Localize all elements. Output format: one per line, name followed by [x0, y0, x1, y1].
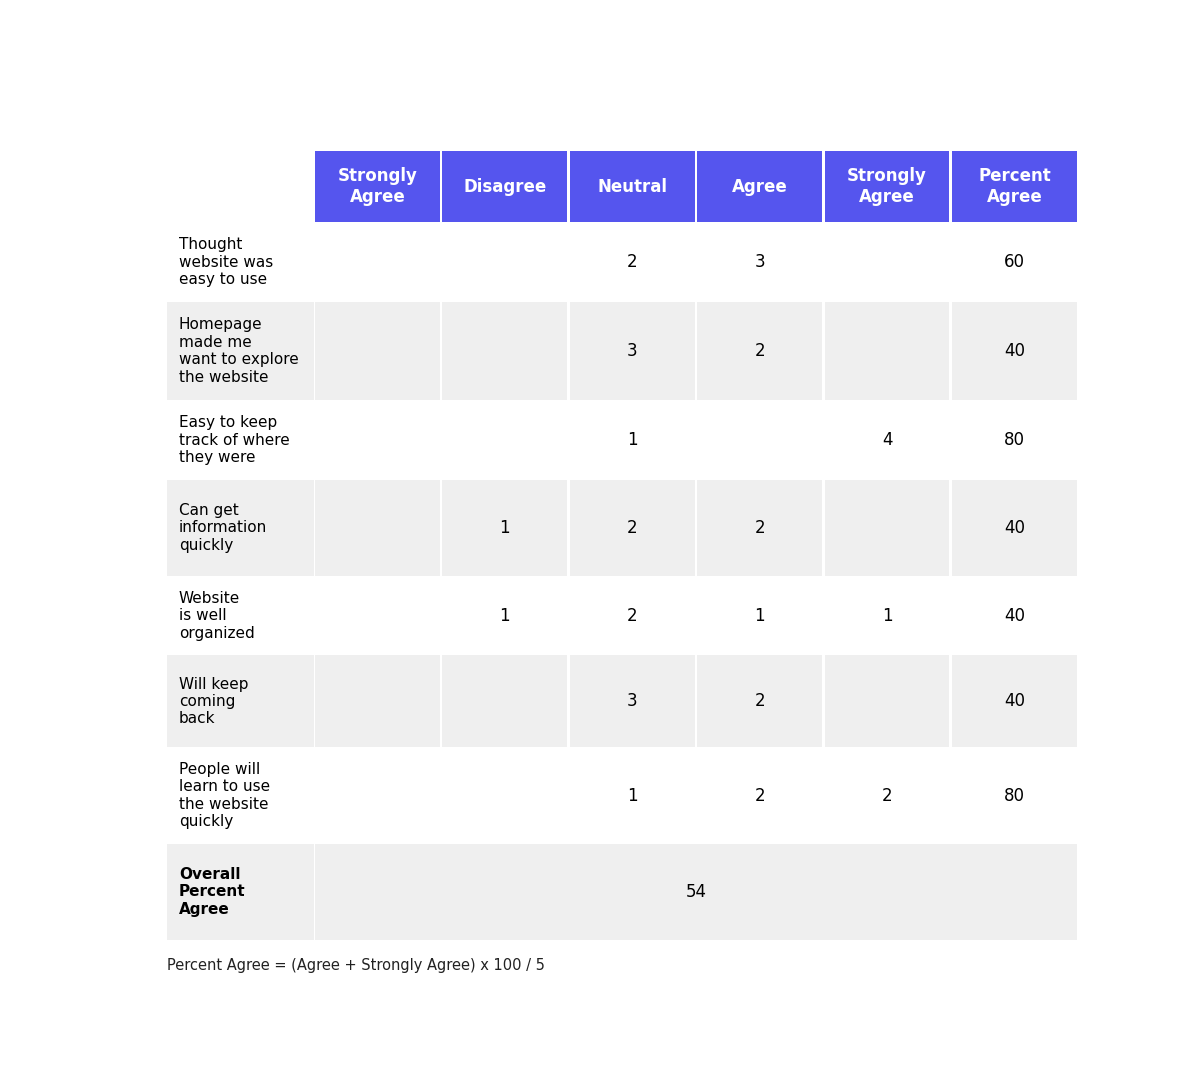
Text: 2: 2 — [626, 253, 637, 272]
Bar — [824, 747, 949, 844]
Text: 1: 1 — [626, 431, 637, 450]
Text: Percent
Agree: Percent Agree — [978, 167, 1051, 206]
Bar — [316, 844, 1076, 939]
Bar — [443, 302, 568, 401]
Bar — [952, 302, 1076, 401]
Bar — [570, 480, 695, 576]
Text: 2: 2 — [626, 519, 637, 536]
Bar — [443, 480, 568, 576]
Text: People will
learn to use
the website
quickly: People will learn to use the website qui… — [179, 762, 270, 829]
Bar — [824, 302, 949, 401]
Bar — [570, 401, 695, 480]
Text: 54: 54 — [685, 883, 707, 900]
Bar — [570, 656, 695, 747]
Text: 2: 2 — [755, 693, 764, 710]
Bar — [697, 656, 822, 747]
Text: 80: 80 — [1004, 786, 1025, 805]
Bar — [443, 151, 568, 223]
Bar — [443, 223, 568, 302]
Text: 60: 60 — [1004, 253, 1025, 272]
Bar — [697, 151, 822, 223]
Text: Overall
Percent
Agree: Overall Percent Agree — [179, 867, 246, 917]
Bar — [952, 576, 1076, 656]
Bar — [697, 223, 822, 302]
Bar — [316, 480, 439, 576]
Bar — [443, 576, 568, 656]
Text: 1: 1 — [499, 519, 510, 536]
Bar — [697, 302, 822, 401]
Text: 1: 1 — [499, 607, 510, 624]
Bar — [167, 223, 313, 302]
Bar — [316, 401, 439, 480]
Bar — [570, 576, 695, 656]
Text: Can get
information
quickly: Can get information quickly — [179, 503, 268, 553]
Bar — [316, 223, 439, 302]
Bar — [824, 576, 949, 656]
Bar — [824, 656, 949, 747]
Bar — [316, 302, 439, 401]
Text: Website
is well
organized: Website is well organized — [179, 591, 254, 641]
Text: Homepage
made me
want to explore
the website: Homepage made me want to explore the web… — [179, 317, 299, 384]
Text: 80: 80 — [1004, 431, 1025, 450]
Text: 1: 1 — [882, 607, 893, 624]
Bar — [570, 151, 695, 223]
Bar — [167, 401, 313, 480]
Bar — [570, 223, 695, 302]
Bar — [697, 480, 822, 576]
Bar — [443, 656, 568, 747]
Text: 3: 3 — [626, 693, 637, 710]
Bar — [167, 480, 313, 576]
Text: 1: 1 — [626, 786, 637, 805]
Bar — [167, 747, 313, 844]
Text: 2: 2 — [755, 342, 764, 361]
Bar — [952, 656, 1076, 747]
Bar — [697, 747, 822, 844]
Text: Percent Agree = (Agree + Strongly Agree) x 100 / 5: Percent Agree = (Agree + Strongly Agree)… — [167, 958, 545, 973]
Bar — [824, 480, 949, 576]
Bar — [167, 576, 313, 656]
Bar — [824, 223, 949, 302]
Text: 3: 3 — [626, 342, 637, 361]
Bar — [824, 151, 949, 223]
Text: Neutral: Neutral — [598, 178, 667, 195]
Text: Easy to keep
track of where
they were: Easy to keep track of where they were — [179, 415, 289, 465]
Bar — [570, 302, 695, 401]
Bar — [167, 844, 313, 939]
Bar — [316, 656, 439, 747]
Text: Agree: Agree — [732, 178, 787, 195]
Bar — [167, 302, 313, 401]
Bar — [952, 151, 1076, 223]
Text: 2: 2 — [755, 786, 764, 805]
Text: Strongly
Agree: Strongly Agree — [337, 167, 418, 206]
Bar — [316, 747, 439, 844]
Bar — [570, 747, 695, 844]
Bar — [952, 223, 1076, 302]
Text: 3: 3 — [755, 253, 764, 272]
Bar — [952, 480, 1076, 576]
Text: 2: 2 — [882, 786, 893, 805]
Bar — [443, 747, 568, 844]
Text: 40: 40 — [1004, 519, 1025, 536]
Text: 40: 40 — [1004, 693, 1025, 710]
Bar — [952, 747, 1076, 844]
Bar — [316, 576, 439, 656]
Text: Thought
website was
easy to use: Thought website was easy to use — [179, 237, 274, 287]
Bar — [824, 401, 949, 480]
Text: 2: 2 — [626, 607, 637, 624]
Text: 4: 4 — [882, 431, 893, 450]
Text: Disagree: Disagree — [463, 178, 546, 195]
Text: 1: 1 — [755, 607, 764, 624]
Bar — [443, 401, 568, 480]
Text: Will keep
coming
back: Will keep coming back — [179, 677, 248, 727]
Bar — [167, 656, 313, 747]
Text: Strongly
Agree: Strongly Agree — [847, 167, 926, 206]
Text: 40: 40 — [1004, 607, 1025, 624]
Bar — [316, 151, 439, 223]
Bar — [697, 576, 822, 656]
Bar — [697, 401, 822, 480]
Text: 40: 40 — [1004, 342, 1025, 361]
Bar — [952, 401, 1076, 480]
Text: 2: 2 — [755, 519, 764, 536]
Bar — [167, 151, 313, 223]
